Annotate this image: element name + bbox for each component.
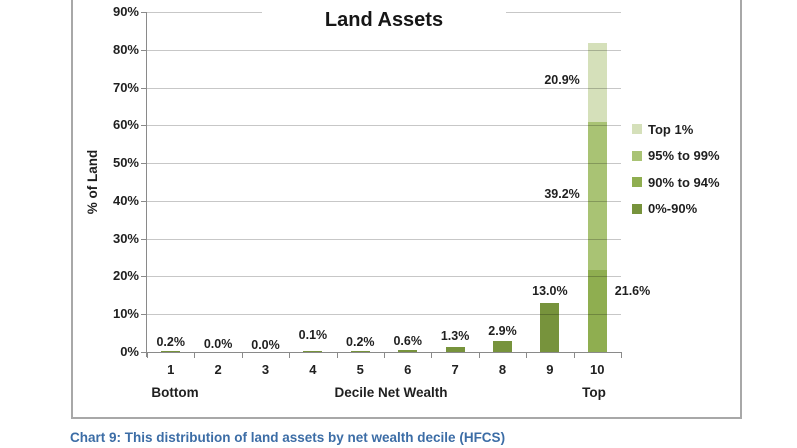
y-axis-tick (141, 49, 147, 51)
data-label: 0.1% (298, 327, 328, 342)
x-axis-tick (478, 352, 480, 358)
legend-item: 0%-90% (632, 196, 742, 222)
data-label: 0.2% (156, 335, 185, 350)
y-tick-label: 20% (112, 268, 139, 284)
data-label: 13.0% (532, 283, 568, 298)
y-tick-label: 40% (112, 192, 139, 208)
gridline (147, 200, 621, 202)
y-axis-title: % of Land (84, 149, 100, 215)
y-tick-label: 60% (112, 117, 139, 133)
x-tick-label: 9 (546, 362, 554, 377)
data-label: 0.6% (393, 333, 422, 348)
data-label: 2.9% (488, 324, 517, 338)
y-axis-tick (141, 200, 147, 202)
bar-segment-0-90- (350, 351, 370, 352)
legend-swatch (632, 203, 642, 214)
data-label: 39.2% (544, 187, 580, 202)
y-axis-tick (141, 238, 147, 240)
x-axis-bottom-label: Bottom (151, 385, 199, 400)
bar-segment-95-to-99- (587, 122, 607, 271)
x-axis-tick (573, 352, 575, 358)
gridline (147, 163, 621, 165)
y-axis-line (146, 12, 147, 357)
y-tick-label: 80% (112, 41, 139, 57)
y-tick-label: 10% (112, 306, 139, 322)
x-axis-title: Decile Net Wealth (334, 385, 448, 400)
y-tick-label: 0% (120, 344, 139, 359)
x-tick-label: 3 (261, 362, 270, 377)
bar-segment-0-90- (398, 349, 418, 352)
bar-segment-0-90- (303, 351, 323, 352)
legend-swatch (632, 124, 642, 134)
x-axis-tick (194, 352, 196, 358)
legend-swatch (632, 177, 642, 188)
x-axis-tick (336, 352, 338, 358)
x-axis-tick (241, 352, 243, 358)
y-axis-tick (141, 314, 147, 316)
data-label: 1.3% (440, 329, 470, 344)
x-tick-label: 2 (214, 362, 222, 377)
x-tick-label: 6 (404, 362, 412, 377)
x-axis-tick (289, 352, 291, 358)
gridline (147, 238, 621, 240)
y-axis-tick (141, 276, 147, 278)
bar-segment-0-90- (161, 351, 181, 352)
data-label: 0.2% (346, 335, 375, 350)
x-tick-label: 10 (590, 362, 605, 377)
y-tick-label: 30% (112, 230, 139, 246)
gridline (147, 49, 621, 51)
y-axis-tick (141, 125, 147, 127)
legend-item: 90% to 94% (632, 169, 742, 195)
x-tick-label: 8 (498, 362, 507, 377)
data-label: 21.6% (614, 284, 651, 299)
y-tick-label: 90% (112, 4, 139, 19)
gridline (147, 276, 621, 278)
chart-frame (71, 0, 742, 419)
legend-label: Top 1% (648, 121, 694, 137)
legend-label: 90% to 94% (648, 174, 720, 190)
data-label: 0.0% (203, 337, 233, 351)
x-tick-label: 1 (167, 362, 175, 377)
x-tick-label: 4 (309, 362, 317, 377)
bar-segment-top-1- (587, 43, 607, 123)
legend-item: Top 1% (632, 116, 742, 142)
bar-segment-90-to-94- (587, 270, 607, 352)
gridline (147, 87, 621, 89)
x-tick-label: 5 (356, 362, 364, 377)
legend-swatch (632, 150, 642, 161)
y-tick-label: 50% (112, 155, 139, 171)
chart-caption: Chart 9: This distribution of land asset… (70, 430, 506, 445)
y-axis-tick (141, 352, 147, 353)
x-tick-label: 7 (451, 362, 459, 377)
x-axis-tick (526, 352, 528, 358)
chart-title: Land Assets (262, 5, 506, 35)
bar-segment-0-90- (445, 347, 465, 352)
x-axis-tick (621, 352, 622, 358)
data-label: 20.9% (544, 72, 580, 87)
y-axis-tick (141, 12, 147, 13)
x-axis-top-label: Top (582, 385, 606, 400)
bar-segment-0-90- (493, 341, 512, 352)
bar-segment-0-90- (540, 302, 560, 352)
data-label: 0.0% (251, 338, 280, 352)
x-axis-tick (147, 352, 148, 358)
x-axis-tick (384, 352, 385, 358)
y-tick-label: 70% (112, 79, 139, 95)
gridline (147, 314, 621, 316)
legend-item: 95% to 99% (632, 143, 742, 169)
legend-label: 0%-90% (648, 201, 698, 217)
legend-label: 95% to 99% (648, 148, 720, 164)
x-axis-tick (431, 352, 433, 358)
y-axis-tick (141, 163, 147, 165)
gridline (147, 125, 621, 127)
y-axis-tick (141, 87, 147, 89)
